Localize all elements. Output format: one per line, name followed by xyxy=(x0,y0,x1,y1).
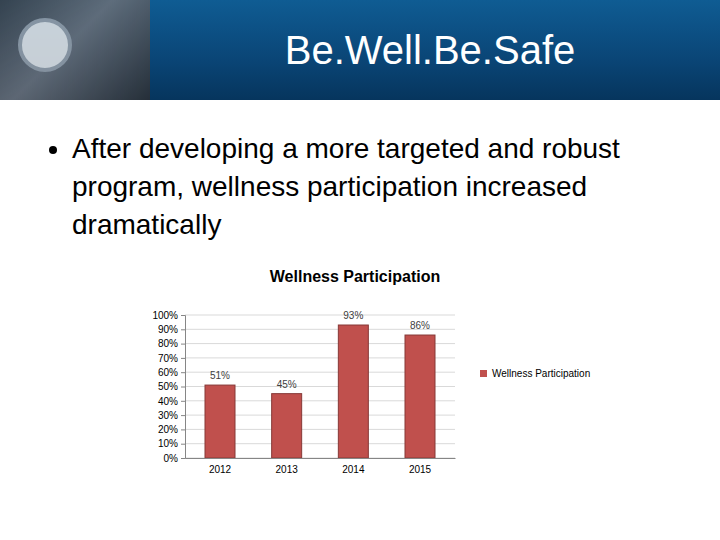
data-label: 51% xyxy=(210,370,230,381)
x-tick-label: 2012 xyxy=(209,464,232,475)
data-label: 86% xyxy=(410,320,430,331)
y-tick: 90% xyxy=(158,324,185,335)
y-tick-label: 70% xyxy=(158,353,178,364)
bars xyxy=(205,325,435,458)
data-label: 45% xyxy=(277,379,297,390)
y-tick: 100% xyxy=(152,310,185,321)
chart-title: Wellness Participation xyxy=(270,268,440,285)
legend: Wellness Participation xyxy=(480,368,590,379)
legend-swatch xyxy=(480,370,487,377)
x-tick-label: 2015 xyxy=(409,464,432,475)
y-tick-mark xyxy=(181,387,185,388)
y-tick-mark xyxy=(181,344,185,345)
y-tick: 10% xyxy=(158,438,185,449)
legend-label: Wellness Participation xyxy=(492,368,590,379)
y-tick-label: 90% xyxy=(158,324,178,335)
y-tick: 70% xyxy=(158,353,185,364)
bar xyxy=(205,385,235,458)
y-tick-mark xyxy=(181,401,185,402)
y-tick: 20% xyxy=(158,424,185,435)
gauge-icon xyxy=(18,18,72,72)
y-tick: 40% xyxy=(158,396,185,407)
x-tick: 2012 xyxy=(209,464,232,475)
y-tick-label: 20% xyxy=(158,424,178,435)
data-labels: 51% 45% 93% 86% xyxy=(210,310,430,390)
banner-photo xyxy=(0,0,150,100)
y-tick-label: 100% xyxy=(152,310,178,321)
x-tick: 2014 xyxy=(342,464,365,475)
grid xyxy=(185,315,455,458)
x-axis-line xyxy=(186,458,456,459)
y-axis: 0% 10% 20% 30% 40% 50% 60% 70% 80% 90% 100% xyxy=(152,310,185,464)
x-tick: 2013 xyxy=(276,464,299,475)
y-tick-mark xyxy=(181,415,185,416)
y-tick: 30% xyxy=(158,410,185,421)
x-tick: 2015 xyxy=(409,464,432,475)
y-tick-mark xyxy=(181,444,185,445)
y-tick-mark xyxy=(181,329,185,330)
data-label: 93% xyxy=(343,310,363,321)
y-tick-mark xyxy=(181,372,185,373)
y-tick: 50% xyxy=(158,381,185,392)
y-tick-mark xyxy=(181,315,185,316)
y-tick-mark xyxy=(181,458,185,459)
bar xyxy=(272,394,302,458)
y-tick-label: 80% xyxy=(158,338,178,349)
y-tick: 80% xyxy=(158,338,185,349)
legend-item: Wellness Participation xyxy=(480,368,590,379)
bullet-list: After developing a more targeted and rob… xyxy=(40,130,632,244)
y-tick-label: 50% xyxy=(158,381,178,392)
y-axis-line xyxy=(181,316,186,459)
bar xyxy=(405,335,435,458)
bullet: After developing a more targeted and rob… xyxy=(72,130,632,244)
slide-title: Be.Well.Be.Safe xyxy=(150,26,710,74)
y-tick-mark xyxy=(181,429,185,430)
bar xyxy=(338,325,368,458)
y-tick: 60% xyxy=(158,367,185,378)
y-tick-label: 40% xyxy=(158,396,178,407)
y-tick-mark xyxy=(181,358,185,359)
x-axis: 2012 2013 2014 2015 xyxy=(186,459,456,476)
slide: Be.Well.Be.Safe After developing a more … xyxy=(0,0,720,540)
y-tick-label: 10% xyxy=(158,438,178,449)
y-tick-label: 30% xyxy=(158,410,178,421)
x-tick-label: 2013 xyxy=(276,464,299,475)
x-tick-label: 2014 xyxy=(342,464,365,475)
chart: Wellness Participation 51% 45% 93% 86% 0% 10% 2… xyxy=(0,0,720,540)
grid-line xyxy=(185,315,455,316)
y-tick: 0% xyxy=(164,453,185,464)
y-tick-label: 0% xyxy=(164,453,179,464)
y-tick-label: 60% xyxy=(158,367,178,378)
